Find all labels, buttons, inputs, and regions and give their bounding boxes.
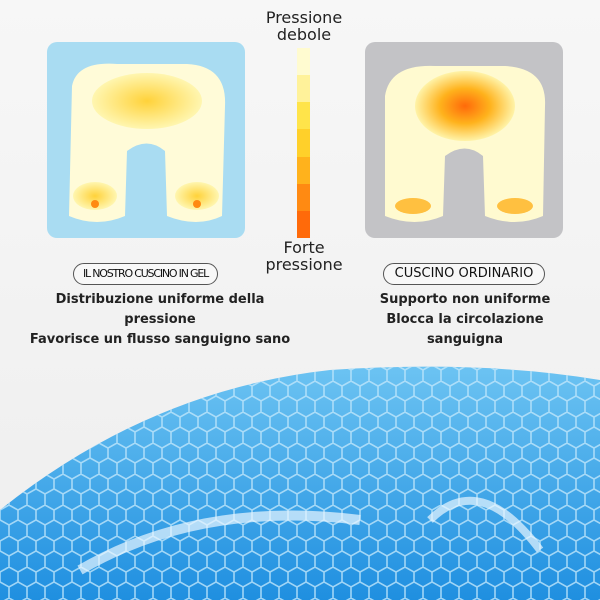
ordinary-cushion-description: Supporto non uniforme Blocca la circolaz…	[330, 290, 600, 350]
desc-line: sanguigna	[426, 332, 504, 347]
scale-segment	[297, 102, 310, 130]
gel-cushion-honeycomb-image	[0, 366, 600, 600]
pressure-map-gel	[69, 63, 226, 222]
scale-segment	[297, 129, 310, 157]
scale-segment	[297, 48, 310, 76]
scale-segment	[297, 183, 310, 211]
gel-cushion-description: Distribuzione uniforme della pressione F…	[20, 290, 300, 350]
desc-line: pressione	[124, 312, 196, 327]
desc-line: Blocca la circolazione	[386, 312, 544, 327]
scale-top-label: Pressione debole	[265, 8, 343, 44]
ordinary-cushion-badge: CUSCINO ORDINARIO	[383, 263, 545, 285]
scale-segment	[297, 156, 310, 184]
desc-line: Favorisce un flusso sanguigno sano	[29, 332, 291, 347]
gel-cushion-heatmap	[47, 42, 245, 238]
gel-cushion-badge: IL NOSTRO CUSCINO IN GEL	[73, 263, 218, 285]
desc-line: Supporto non uniforme	[379, 292, 551, 307]
pressure-scale-bar	[297, 48, 310, 238]
scale-bottom-label: Forte pressione	[265, 238, 343, 274]
scale-segment	[297, 210, 310, 238]
ordinary-cushion-heatmap	[365, 42, 563, 238]
pressure-map-ordinary	[385, 65, 546, 222]
scale-segment	[297, 75, 310, 103]
desc-line: Distribuzione uniforme della	[55, 292, 265, 307]
